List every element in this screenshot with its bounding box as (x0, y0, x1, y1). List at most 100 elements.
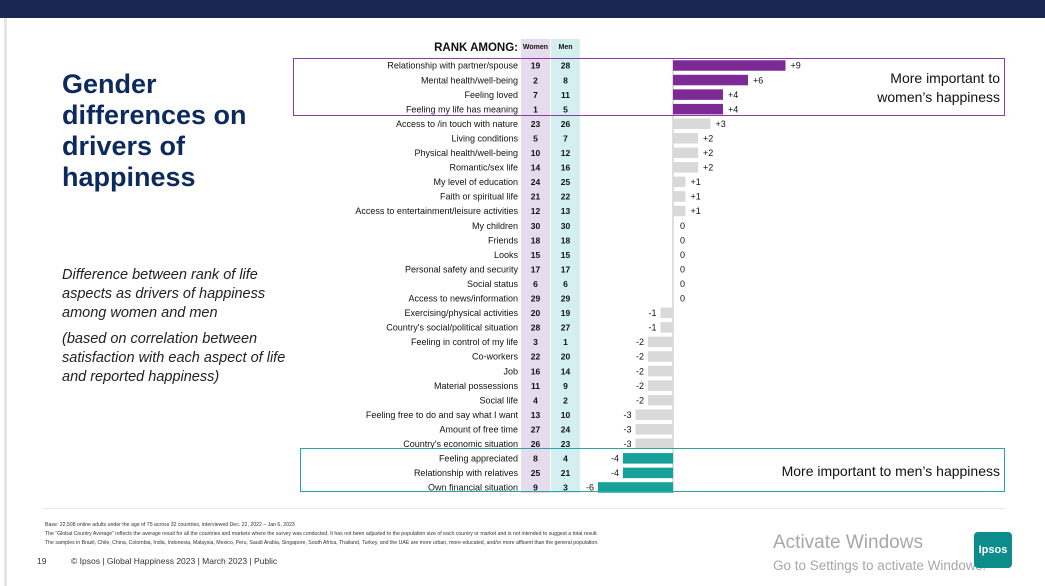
value-label: +1 (691, 177, 701, 187)
category-label: Social life (479, 395, 518, 405)
top-banner (0, 0, 1045, 18)
men-rank-value: 19 (561, 308, 571, 318)
category-label: Looks (494, 250, 519, 260)
men-rank-value: 15 (561, 250, 571, 260)
category-label: Physical health/well-being (414, 148, 518, 158)
women-rank-value: 24 (531, 177, 541, 187)
women-rank-value: 4 (533, 395, 538, 405)
women-rank-value: 27 (531, 424, 541, 434)
value-label: 0 (680, 294, 685, 304)
footnotes: Base: 22,508 online adults under the age… (45, 521, 765, 548)
value-label: -2 (636, 337, 644, 347)
men-rank-value: 6 (563, 279, 568, 289)
category-label: Faith or spiritual life (440, 192, 518, 202)
men-rank-value: 28 (561, 61, 571, 71)
women-rank-value: 22 (531, 352, 541, 362)
women-rank-value: 3 (533, 337, 538, 347)
value-label: -2 (636, 352, 644, 362)
women-rank-value: 17 (531, 264, 541, 274)
category-label: Country's social/political situation (386, 323, 518, 333)
difference-bar (673, 176, 686, 188)
women-rank-value: 26 (531, 439, 541, 449)
difference-bar (673, 103, 723, 115)
value-label: +2 (703, 148, 713, 158)
value-label: -1 (648, 323, 656, 333)
category-label: Personal safety and security (405, 264, 519, 274)
value-label: +4 (728, 104, 738, 114)
men-rank-value: 10 (561, 410, 571, 420)
men-rank-value: 13 (561, 206, 571, 216)
value-label: -3 (623, 410, 631, 420)
difference-bar (623, 467, 673, 479)
value-label: +2 (703, 133, 713, 143)
men-rank-value: 27 (561, 323, 571, 333)
difference-bar (673, 89, 723, 100)
women-rank-value: 23 (531, 119, 541, 129)
men-rank-value: 16 (561, 163, 571, 173)
category-label: Feeling loved (464, 90, 518, 100)
women-rank-column (521, 39, 550, 493)
category-label: Living conditions (451, 133, 518, 143)
value-label: -3 (623, 424, 631, 434)
men-rank-value: 25 (561, 177, 571, 187)
women-rank-value: 2 (533, 75, 538, 85)
women-column-header: Women (522, 44, 549, 51)
category-label: Relationship with partner/spouse (387, 61, 518, 71)
value-label: 0 (680, 250, 685, 260)
category-label: Access to /in touch with nature (396, 119, 518, 129)
men-rank-value: 24 (561, 424, 571, 434)
men-rank-value: 11 (561, 90, 570, 100)
men-rank-value: 20 (561, 352, 571, 362)
men-column-header: Men (558, 44, 573, 51)
men-rank-value: 17 (561, 264, 571, 274)
value-label: -2 (636, 381, 644, 391)
value-label: -2 (636, 366, 644, 376)
men-rank-value: 30 (561, 221, 571, 231)
women-highlight-box (293, 58, 1005, 116)
value-label: -4 (611, 468, 619, 478)
women-rank-value: 20 (531, 308, 541, 318)
men-rank-value: 7 (563, 133, 568, 143)
men-rank-value: 22 (561, 192, 571, 202)
women-rank-value: 8 (533, 454, 538, 464)
men-rank-value: 8 (563, 75, 568, 85)
women-rank-value: 10 (531, 148, 541, 158)
difference-bar (673, 191, 686, 202)
women-rank-value: 25 (531, 468, 541, 478)
difference-bar (673, 74, 748, 86)
value-label: +2 (703, 163, 713, 173)
women-rank-value: 15 (531, 250, 541, 260)
value-label: 0 (680, 264, 685, 274)
men-importance-note: More important to men’s happiness (781, 463, 1000, 479)
difference-bar (673, 147, 698, 159)
difference-bar (660, 322, 673, 333)
women-rank-value: 21 (531, 192, 541, 202)
women-rank-value: 14 (531, 163, 541, 173)
men-rank-value: 18 (561, 235, 571, 245)
women-rank-value: 5 (533, 133, 538, 143)
value-label: -3 (623, 439, 631, 449)
value-label: +1 (691, 192, 701, 202)
men-rank-value: 21 (561, 468, 571, 478)
category-label: Social status (467, 279, 519, 289)
women-rank-value: 9 (533, 483, 538, 493)
men-rank-value: 2 (563, 395, 568, 405)
category-label: Mental health/well-being (421, 75, 518, 85)
difference-bar (673, 133, 698, 144)
women-rank-value: 6 (533, 279, 538, 289)
page-number: 19 (37, 556, 47, 566)
value-label: 0 (680, 235, 685, 245)
activation-watermark-subtitle: Go to Settings to activate Windows. (773, 558, 987, 573)
category-label: Feeling free to do and say what I want (366, 410, 519, 420)
category-label: Material possessions (434, 381, 519, 391)
value-label: -1 (648, 308, 656, 318)
difference-bar (660, 307, 673, 319)
slide-description-note: (based on correlation between satisfacti… (62, 331, 286, 385)
men-rank-column (551, 39, 580, 493)
men-rank-value: 3 (563, 483, 568, 493)
category-label: Exercising/physical activities (404, 308, 518, 318)
difference-bar (673, 205, 686, 217)
category-label: Friends (488, 235, 519, 245)
women-importance-note: More important to women’s happiness (877, 70, 1000, 105)
